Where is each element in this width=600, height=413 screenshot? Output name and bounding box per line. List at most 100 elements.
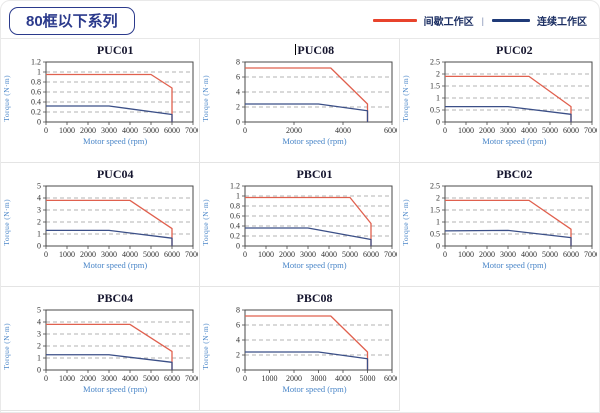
plot-row: Torque (N·m) 0 0.5 1 1.5 2 2.5 0 1000 2000 3000 40… (400, 183, 599, 261)
svg-text:0: 0 (236, 366, 240, 375)
svg-text:0: 0 (44, 250, 48, 259)
svg-text:1000: 1000 (59, 374, 75, 383)
series-intermittent (245, 196, 372, 246)
y-axis-label: Torque (N·m) (201, 198, 211, 246)
y-tick-labels: 00.20.40.60.811.2 (230, 183, 240, 251)
svg-text:2000: 2000 (286, 374, 302, 383)
svg-text:4000: 4000 (122, 250, 138, 259)
gridlines (444, 73, 592, 111)
svg-text:6000: 6000 (363, 250, 379, 259)
chart-cell: PBC08 Torque (N·m) 0 2 4 6 8 0 1000 2000 3000 400… (200, 287, 400, 411)
chart-title-text: PUC04 (96, 167, 134, 181)
torque-speed-plot: 0 1 2 3 4 5 0 1000 2000 3000 4000 5000 6000 7000 (37, 307, 198, 383)
svg-text:5000: 5000 (143, 250, 159, 259)
svg-text:2000: 2000 (479, 250, 495, 259)
svg-text:0.6: 0.6 (230, 212, 240, 221)
chart-cell: PBC01 Torque (N·m) 0 0.2 0.4 0.6 0.8 1 1.2 0 100… (200, 163, 400, 287)
x-tick-labels: 0 1000 2000 3000 4000 5000 6000 7000 (443, 126, 597, 135)
y-axis-label: Torque (N·m) (201, 74, 211, 122)
svg-text:6000: 6000 (563, 126, 579, 135)
torque-speed-plot: 0 0.5 1 1.5 2 2.5 0 1000 2000 3000 4000 5000 6000 700… (430, 59, 597, 135)
x-axis-label: Motor speed (rpm) (83, 260, 148, 270)
svg-text:2.5: 2.5 (430, 59, 440, 67)
plot-row: Torque (N·m) 0 2 4 6 8 0 2000 4000 6000 (200, 59, 398, 137)
svg-text:0.4: 0.4 (31, 98, 41, 107)
chart-title-text: PUC02 (495, 43, 533, 57)
x-tick-labels: 0 1000 2000 3000 4000 5000 6000 7000 (443, 250, 597, 259)
y-axis-label: Torque (N·m) (2, 198, 11, 246)
x-tick-labels: 0 2000 4000 6000 (243, 126, 397, 135)
svg-text:8: 8 (236, 59, 240, 67)
svg-text:4000: 4000 (521, 126, 537, 135)
svg-text:7000: 7000 (185, 374, 198, 383)
svg-text:3000: 3000 (300, 250, 316, 259)
series-intermittent (444, 75, 572, 122)
x-tick-labels: 0 1000 2000 3000 4000 5000 6000 7000 (44, 126, 198, 135)
chart-cell: PUC02 Torque (N·m) 0 0.5 1 1.5 2 2.5 0 1000 2000… (399, 39, 599, 163)
svg-text:6000: 6000 (164, 126, 180, 135)
y-tick-labels: 0 1 2 3 4 5 (37, 307, 41, 375)
svg-text:5: 5 (37, 307, 41, 315)
page-title: 80框以下系列 (9, 6, 135, 35)
y-tick-labels: 0 0.5 1 1.5 2 2.5 (430, 183, 440, 251)
svg-text:2.5: 2.5 (430, 183, 440, 191)
y-tick-labels: 0 1 2 3 4 5 (37, 183, 41, 251)
chart-cell: PUC08 Torque (N·m) 0 2 4 6 8 0 2000 4000 6000 Mo… (200, 39, 400, 163)
svg-text:4000: 4000 (335, 126, 351, 135)
chart-cell: PBC04 Torque (N·m) 0 1 2 3 4 5 0 1000 2000 3000 40… (1, 287, 201, 411)
x-axis-label: Motor speed (rpm) (83, 384, 148, 394)
svg-text:0: 0 (236, 118, 240, 127)
svg-text:4: 4 (236, 336, 240, 345)
svg-text:1000: 1000 (59, 250, 75, 259)
svg-text:2000: 2000 (479, 126, 495, 135)
gridlines (245, 324, 393, 356)
chart-title-text: PBC02 (496, 167, 533, 181)
plot-border (444, 185, 593, 247)
legend-label-intermittent: 间歇工作区 (423, 17, 474, 28)
svg-text:3000: 3000 (311, 374, 327, 383)
svg-text:6000: 6000 (563, 250, 579, 259)
svg-text:4000: 4000 (335, 374, 351, 383)
series-intermittent (245, 315, 369, 370)
gridlines (444, 197, 592, 235)
torque-speed-plot: 00.20.40.60.811.20 1000 2000 3000 4000 5000 60… (230, 183, 397, 259)
svg-text:1.2: 1.2 (230, 183, 240, 191)
torque-speed-plot: 0 2 4 6 8 0 2000 4000 6000 (236, 59, 397, 135)
chart-title-text: PUC08 (297, 43, 335, 57)
svg-text:0.2: 0.2 (230, 232, 240, 241)
legend-separator: | (481, 15, 484, 26)
svg-text:0: 0 (243, 374, 247, 383)
chart-title: PBC08 (200, 291, 398, 306)
svg-text:0.6: 0.6 (31, 88, 41, 97)
x-axis-label: Motor speed (rpm) (282, 384, 347, 394)
svg-text:1: 1 (436, 94, 440, 103)
svg-text:4000: 4000 (521, 250, 537, 259)
svg-text:6000: 6000 (384, 374, 397, 383)
chart-title-text: PUC01 (96, 43, 134, 57)
plot-row: Torque (N·m) 0 1 2 3 4 5 0 1000 2000 3000 4000 5000… (1, 307, 199, 385)
svg-text:2000: 2000 (80, 126, 96, 135)
charts-grid: PUC01 Torque (N·m) 0 0.2 0.4 0.6 0.8 1 1.2 0 100… (1, 39, 599, 411)
svg-text:0.8: 0.8 (230, 202, 240, 211)
plot-row: Torque (N·m) 0 2 4 6 8 0 1000 2000 3000 4000 5000 6… (200, 307, 398, 385)
svg-text:2: 2 (37, 342, 41, 351)
svg-text:3000: 3000 (101, 250, 117, 259)
svg-text:1.5: 1.5 (430, 82, 440, 91)
svg-text:1: 1 (37, 68, 41, 77)
x-axis-label: Motor speed (rpm) (83, 136, 148, 146)
svg-text:3: 3 (37, 330, 41, 339)
svg-text:0: 0 (44, 374, 48, 383)
chart-title: PBC02 (400, 167, 599, 182)
svg-text:5000: 5000 (360, 374, 376, 383)
y-tick-labels: 0 2 4 6 8 (236, 307, 240, 375)
svg-text:0: 0 (37, 366, 41, 375)
svg-text:1: 1 (236, 192, 240, 201)
svg-text:5000: 5000 (342, 250, 358, 259)
y-tick-labels: 00.20.40.60.811.2 (31, 59, 41, 127)
series-intermittent (444, 199, 572, 246)
y-axis-label: Torque (N·m) (400, 198, 410, 246)
svg-text:7000: 7000 (185, 250, 198, 259)
chart-title-text: PBC04 (97, 291, 134, 305)
svg-text:2: 2 (436, 70, 440, 79)
